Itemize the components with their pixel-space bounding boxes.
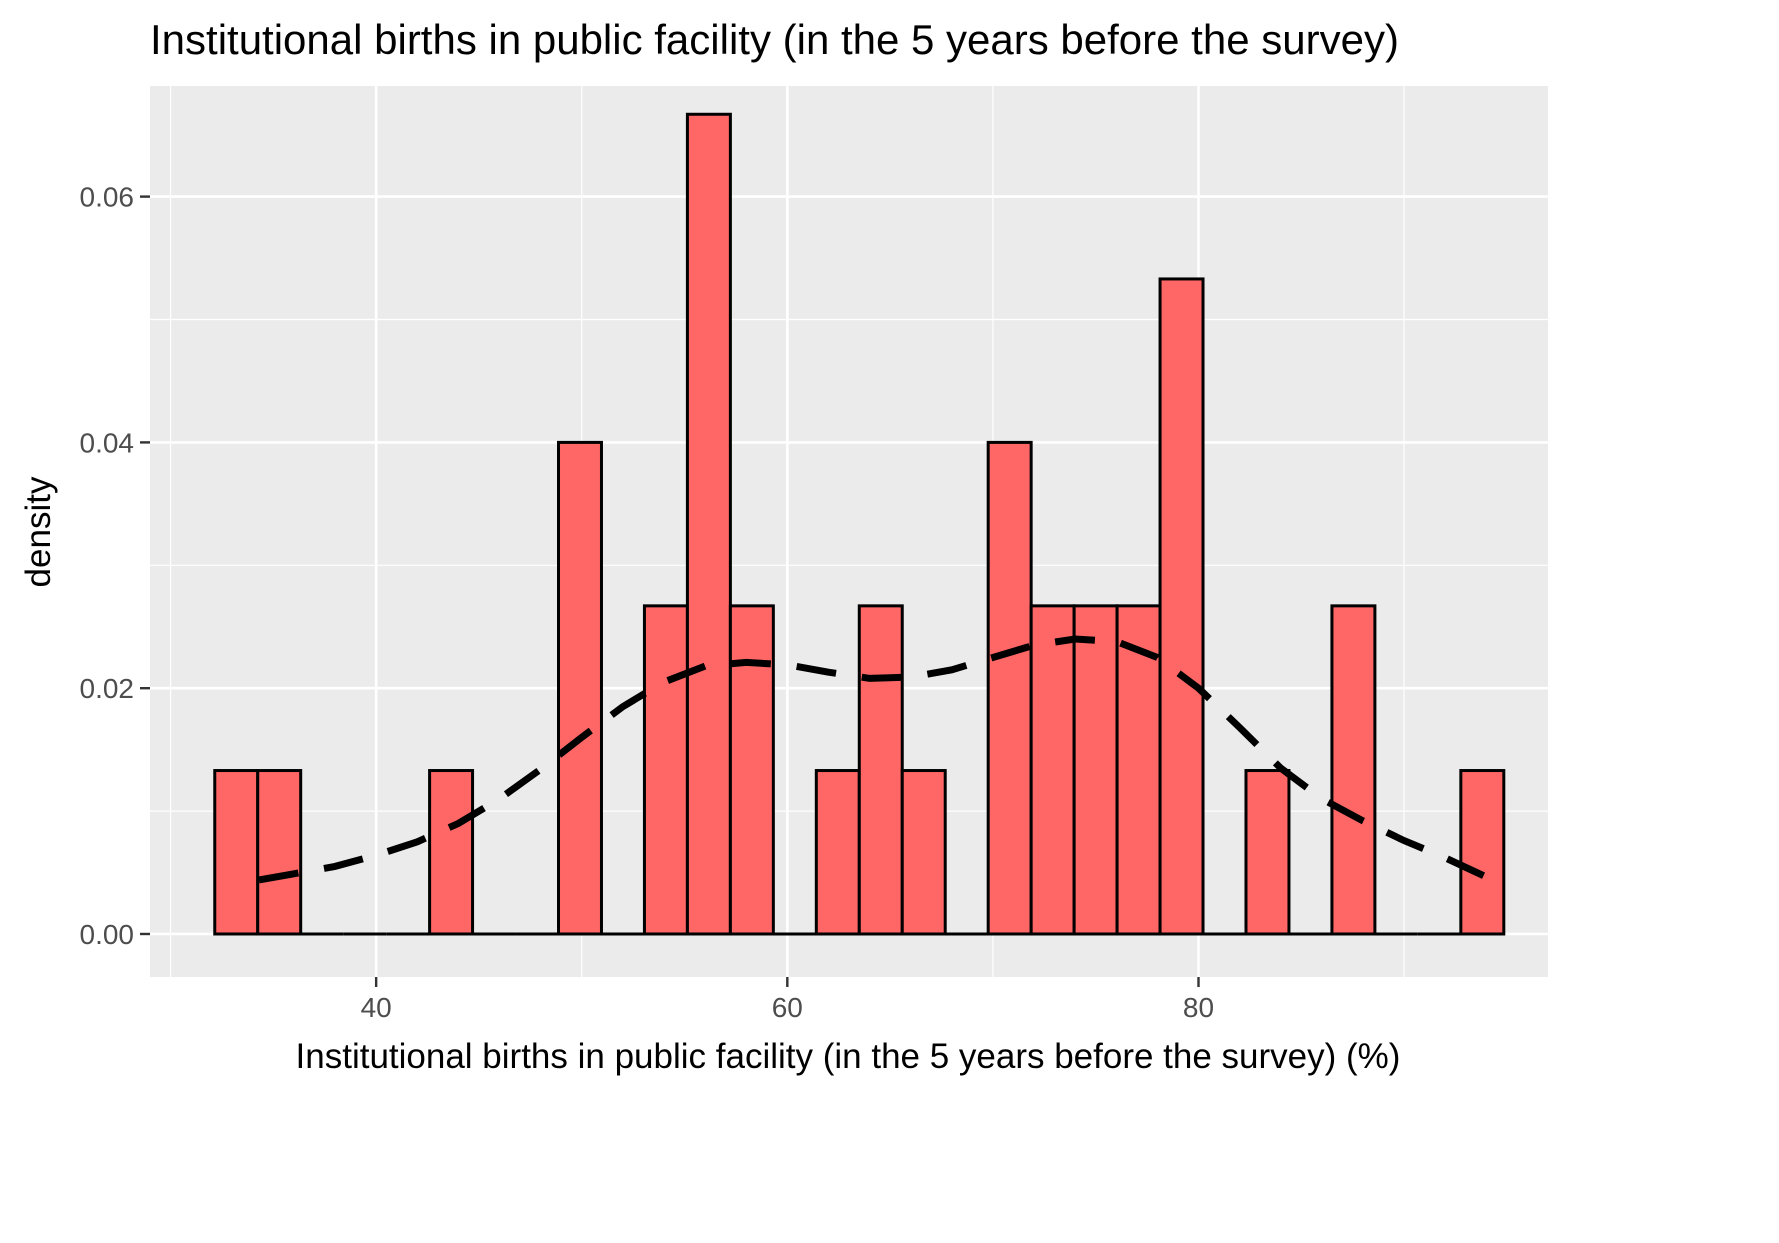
chart-title: Institutional births in public facility … bbox=[150, 16, 1399, 63]
histogram-bar bbox=[256, 769, 303, 936]
x-axis-title: Institutional births in public facility … bbox=[296, 1037, 1401, 1076]
histogram-bar bbox=[728, 604, 775, 936]
histogram-bars bbox=[213, 112, 1506, 936]
histogram-bar bbox=[1072, 604, 1119, 936]
histogram-bar bbox=[1459, 769, 1506, 936]
y-tick-label: 0.06 bbox=[80, 182, 135, 213]
y-tick-label: 0.04 bbox=[80, 427, 135, 458]
y-axis: 0.00 0.02 0.04 0.06 bbox=[80, 182, 150, 950]
histogram-bar bbox=[213, 769, 260, 936]
histogram-chart: Institutional births in public facility … bbox=[19, 16, 1548, 1076]
histogram-bar bbox=[557, 440, 603, 936]
histogram-bar bbox=[642, 604, 689, 936]
histogram-bar bbox=[814, 769, 861, 936]
histogram-bar bbox=[986, 440, 1033, 936]
histogram-bar bbox=[1244, 769, 1291, 936]
x-axis: 40 60 80 bbox=[361, 977, 1214, 1023]
density-curve bbox=[258, 635, 1494, 884]
y-tick-label: 0.02 bbox=[80, 673, 135, 704]
histogram-bar bbox=[900, 769, 947, 936]
x-tick-label: 80 bbox=[1183, 992, 1214, 1023]
histogram-bar bbox=[428, 769, 475, 936]
histogram-bar bbox=[857, 604, 904, 936]
x-tick-label: 40 bbox=[361, 992, 392, 1023]
x-tick-label: 60 bbox=[772, 992, 803, 1023]
histogram-bar bbox=[1158, 277, 1205, 936]
y-tick-label: 0.00 bbox=[80, 919, 135, 950]
histogram-bar bbox=[1330, 604, 1377, 936]
y-axis-title: density bbox=[19, 476, 58, 587]
chart-container: Institutional births in public facility … bbox=[19, 16, 1548, 1076]
histogram-bar bbox=[685, 112, 732, 936]
histogram-bar bbox=[1115, 604, 1162, 936]
histogram-bar bbox=[1029, 604, 1076, 936]
